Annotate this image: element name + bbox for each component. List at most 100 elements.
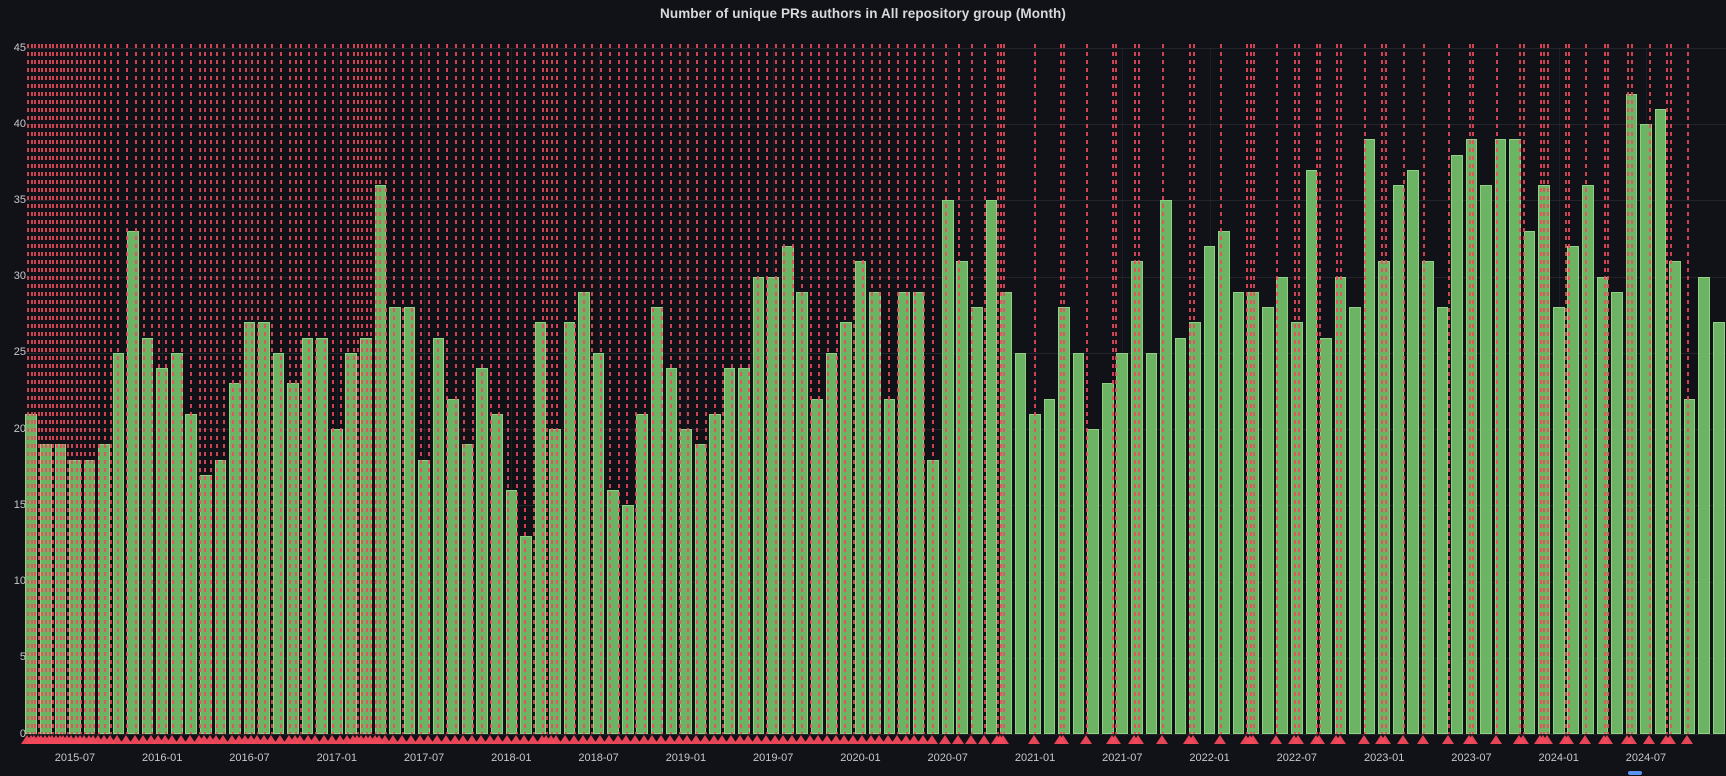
bar-2015-12[interactable]	[141, 337, 154, 734]
annotation-marker-icon[interactable]	[838, 735, 851, 744]
annotation-marker-icon[interactable]	[1541, 735, 1554, 744]
bar-2024-07[interactable]	[1640, 124, 1652, 734]
annotation-marker-icon[interactable]	[978, 735, 991, 744]
annotation-marker-icon[interactable]	[655, 735, 668, 744]
bar-2018-10[interactable]	[636, 413, 649, 734]
annotation-marker-icon[interactable]	[1642, 735, 1655, 744]
annotation-marker-icon[interactable]	[159, 735, 172, 744]
annotation-marker-icon[interactable]	[527, 735, 540, 744]
bar-2024-10[interactable]	[1683, 398, 1696, 734]
annotation-marker-icon[interactable]	[294, 735, 307, 744]
bar-2024-05[interactable]	[1611, 291, 1623, 734]
annotation-marker-icon[interactable]	[620, 735, 633, 744]
annotation-marker-icon[interactable]	[492, 735, 505, 744]
annotation-marker-icon[interactable]	[864, 735, 877, 744]
annotation-marker-icon[interactable]	[1680, 735, 1693, 744]
annotation-marker-icon[interactable]	[166, 735, 179, 744]
annotation-marker-icon[interactable]	[1663, 735, 1676, 744]
annotation-marker-icon[interactable]	[151, 735, 164, 744]
annotation-marker-icon[interactable]	[509, 735, 522, 744]
annotation-marker-icon[interactable]	[576, 735, 589, 744]
annotation-marker-icon[interactable]	[672, 735, 685, 744]
bar-2022-03[interactable]	[1232, 291, 1245, 734]
annotation-marker-icon[interactable]	[594, 735, 607, 744]
annotation-marker-icon[interactable]	[1247, 735, 1260, 744]
annotation-marker-icon[interactable]	[378, 735, 391, 744]
annotation-marker-icon[interactable]	[387, 735, 400, 744]
annotation-marker-icon[interactable]	[1186, 735, 1199, 744]
bar-2020-12[interactable]	[1014, 352, 1027, 734]
bar-2022-01[interactable]	[1203, 246, 1216, 734]
annotation-marker-icon[interactable]	[768, 735, 781, 744]
annotation-marker-icon[interactable]	[917, 735, 929, 744]
annotation-marker-icon[interactable]	[663, 735, 676, 744]
annotation-marker-icon[interactable]	[1057, 735, 1070, 744]
annotation-marker-icon[interactable]	[326, 735, 339, 744]
bar-2018-03[interactable]	[534, 322, 547, 734]
annotation-marker-icon[interactable]	[217, 735, 230, 744]
annotation-marker-icon[interactable]	[786, 735, 799, 744]
bar-2021-02[interactable]	[1043, 398, 1056, 734]
annotation-marker-icon[interactable]	[759, 735, 772, 744]
annotation-marker-icon[interactable]	[925, 735, 938, 744]
bar-2021-11[interactable]	[1174, 337, 1187, 734]
annotation-marker-icon[interactable]	[567, 735, 580, 744]
annotation-marker-icon[interactable]	[422, 735, 435, 744]
annotation-marker-icon[interactable]	[431, 735, 444, 744]
bar-2015-11[interactable]	[127, 230, 139, 734]
annotation-marker-icon[interactable]	[1442, 735, 1455, 744]
annotation-marker-icon[interactable]	[457, 735, 470, 744]
annotation-marker-icon[interactable]	[474, 735, 487, 744]
annotation-marker-icon[interactable]	[1490, 735, 1503, 744]
annotation-marker-icon[interactable]	[333, 735, 346, 744]
annotation-marker-icon[interactable]	[820, 735, 833, 744]
annotation-marker-icon[interactable]	[938, 735, 951, 744]
annotation-marker-icon[interactable]	[1155, 735, 1168, 744]
annotation-marker-icon[interactable]	[1578, 735, 1591, 744]
annotation-marker-icon[interactable]	[483, 735, 496, 744]
annotation-marker-icon[interactable]	[518, 735, 531, 744]
bar-2024-09[interactable]	[1669, 261, 1681, 734]
annotation-marker-icon[interactable]	[550, 735, 563, 744]
bar-2021-04[interactable]	[1072, 352, 1085, 734]
bar-2016-05[interactable]	[214, 459, 227, 734]
annotation-marker-icon[interactable]	[439, 735, 452, 744]
annotation-marker-icon[interactable]	[226, 735, 239, 744]
bar-2024-03[interactable]	[1581, 185, 1594, 734]
bar-2021-05[interactable]	[1087, 429, 1099, 734]
annotation-marker-icon[interactable]	[1517, 735, 1530, 744]
annotation-marker-icon[interactable]	[1291, 735, 1304, 744]
bar-2023-11[interactable]	[1523, 230, 1536, 734]
bar-2021-09[interactable]	[1145, 352, 1158, 734]
bar-2024-08[interactable]	[1654, 108, 1667, 734]
annotation-marker-icon[interactable]	[559, 735, 572, 744]
annotation-marker-icon[interactable]	[175, 735, 188, 744]
bar-2022-07[interactable]	[1291, 322, 1303, 734]
bar-2016-12[interactable]	[316, 337, 329, 734]
bar-2020-10[interactable]	[985, 200, 998, 734]
annotation-marker-icon[interactable]	[847, 735, 860, 744]
annotation-marker-icon[interactable]	[258, 735, 271, 744]
annotation-marker-icon[interactable]	[1333, 735, 1346, 744]
annotation-marker-icon[interactable]	[777, 735, 790, 744]
annotation-marker-icon[interactable]	[317, 735, 330, 744]
annotation-marker-icon[interactable]	[965, 735, 977, 744]
bar-2017-02[interactable]	[345, 352, 358, 734]
bar-2016-07[interactable]	[243, 322, 256, 734]
annotation-marker-icon[interactable]	[951, 735, 964, 744]
bar-2024-11[interactable]	[1698, 276, 1710, 734]
bar-2023-09[interactable]	[1494, 139, 1507, 734]
annotation-marker-icon[interactable]	[611, 735, 624, 744]
annotation-marker-icon[interactable]	[602, 735, 615, 744]
annotation-marker-icon[interactable]	[882, 735, 895, 744]
annotation-marker-icon[interactable]	[1131, 735, 1144, 744]
bar-2019-01[interactable]	[680, 429, 692, 734]
bar-2017-06[interactable]	[403, 307, 416, 734]
annotation-marker-icon[interactable]	[1270, 735, 1283, 744]
annotation-marker-icon[interactable]	[1109, 735, 1122, 744]
annotation-marker-icon[interactable]	[855, 735, 868, 744]
panel-title[interactable]: Number of unique PRs authors in All repo…	[660, 6, 1066, 21]
bar-2019-04[interactable]	[723, 368, 736, 734]
annotation-marker-icon[interactable]	[466, 735, 479, 744]
annotation-marker-icon[interactable]	[812, 735, 825, 744]
